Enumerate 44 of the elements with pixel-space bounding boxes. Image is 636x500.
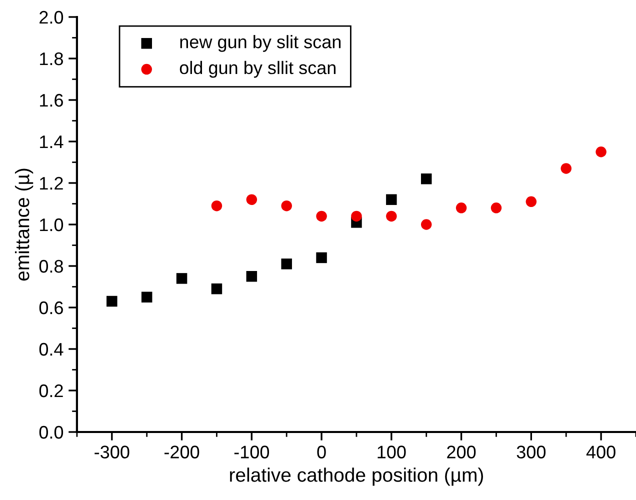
x-tick-label: 200 bbox=[447, 446, 476, 458]
point bbox=[596, 146, 606, 158]
point bbox=[281, 258, 292, 270]
legend-label: new gun by slit scan bbox=[180, 35, 341, 52]
legend-label: old gun by sllit scan bbox=[180, 60, 336, 78]
point bbox=[490, 202, 502, 214]
point bbox=[281, 200, 292, 212]
y-axis-title: emittance (µ) bbox=[14, 168, 34, 281]
point bbox=[246, 194, 258, 205]
y-tick-label: 0.4 bbox=[39, 342, 64, 356]
point bbox=[526, 196, 537, 208]
y-tick-label: 0.2 bbox=[39, 384, 63, 398]
point bbox=[351, 210, 362, 222]
y-tick-label: 1.8 bbox=[40, 52, 63, 66]
point bbox=[386, 210, 397, 222]
point bbox=[420, 173, 432, 184]
point bbox=[141, 292, 152, 303]
point bbox=[316, 210, 327, 222]
y-tick-label: 0.0 bbox=[39, 426, 64, 439]
point bbox=[176, 273, 188, 284]
x-tick-label: 300 bbox=[516, 446, 546, 458]
point bbox=[456, 202, 467, 214]
x-tick-label: 0 bbox=[317, 446, 326, 458]
x-axis-title: relative cathode position (µm) bbox=[230, 468, 484, 486]
y-tick-label: 2.0 bbox=[40, 10, 64, 24]
x-tick-label: -300 bbox=[94, 446, 130, 458]
y-tick-label: 1.0 bbox=[40, 218, 64, 232]
point bbox=[420, 219, 432, 230]
x-tick-label: -200 bbox=[164, 446, 200, 458]
x-tick-label: -100 bbox=[234, 446, 270, 458]
point bbox=[211, 283, 222, 294]
x-tick-label: 100 bbox=[378, 446, 406, 458]
point bbox=[211, 200, 222, 212]
y-tick-label: 1.2 bbox=[40, 176, 63, 190]
point bbox=[386, 194, 397, 205]
y-tick-label: 0.6 bbox=[39, 301, 63, 314]
x-tick-label: 400 bbox=[586, 446, 616, 458]
point bbox=[106, 296, 118, 307]
y-tick-label: 1.4 bbox=[40, 136, 64, 148]
point bbox=[246, 270, 258, 282]
point bbox=[560, 163, 572, 174]
y-tick-label: 0.8 bbox=[39, 260, 63, 273]
point bbox=[316, 252, 327, 264]
y-tick-label: 1.6 bbox=[40, 94, 63, 107]
